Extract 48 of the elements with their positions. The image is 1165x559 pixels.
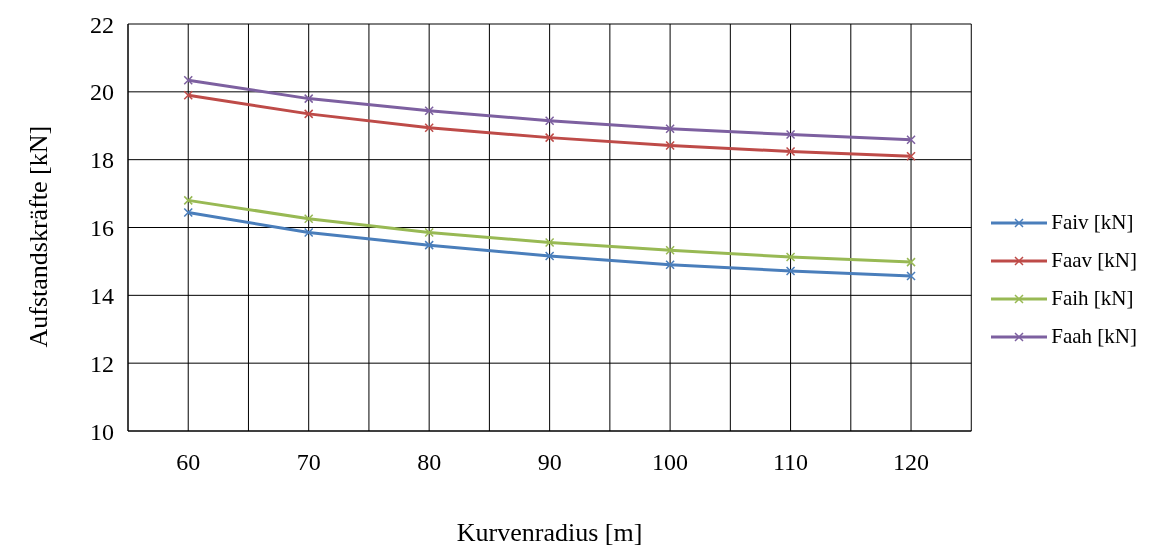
x-tick-label: 100 xyxy=(652,449,689,476)
x-tick-label: 60 xyxy=(176,449,201,476)
point xyxy=(544,115,555,126)
point xyxy=(906,271,916,281)
point xyxy=(424,123,434,133)
point xyxy=(906,151,916,162)
y-tick-label: 12 xyxy=(90,350,114,377)
point xyxy=(183,207,193,218)
y-tick-label: 16 xyxy=(90,215,114,242)
legend-label: Faih [kN] xyxy=(1051,286,1134,311)
point xyxy=(303,213,314,224)
point xyxy=(665,124,675,134)
point xyxy=(665,260,675,270)
y-axis-title: Aufstandskräfte [kN] xyxy=(24,125,54,348)
point xyxy=(544,132,555,143)
x-tick-label: 80 xyxy=(417,449,442,476)
point xyxy=(665,140,675,151)
x-tick-label: 120 xyxy=(893,449,930,476)
legend-label: Faav [kN] xyxy=(1051,248,1137,273)
x-tick-label: 70 xyxy=(296,449,321,476)
point xyxy=(544,251,555,261)
point xyxy=(303,109,314,119)
y-tick-label: 22 xyxy=(90,11,114,38)
x-axis-title: Kurvenradius [m] xyxy=(456,518,643,547)
point xyxy=(183,195,193,206)
legend-label: Faah [kN] xyxy=(1051,324,1137,349)
point xyxy=(183,90,193,100)
y-tick-label: 14 xyxy=(90,282,114,309)
point xyxy=(785,252,796,262)
point xyxy=(906,134,916,145)
point xyxy=(303,227,314,238)
y-tick-label: 10 xyxy=(90,418,114,445)
x-tick-label: 110 xyxy=(773,449,809,476)
point xyxy=(785,266,796,276)
legend-label: Faiv [kN] xyxy=(1051,210,1134,235)
point xyxy=(183,75,193,86)
point xyxy=(665,245,675,255)
y-tick-label: 20 xyxy=(90,79,114,106)
point xyxy=(906,257,916,267)
point xyxy=(544,237,555,248)
point xyxy=(424,106,434,116)
point xyxy=(785,146,796,157)
point xyxy=(785,129,796,140)
y-tick-label: 18 xyxy=(90,147,114,174)
point xyxy=(424,240,434,250)
point xyxy=(424,227,434,238)
x-tick-label: 90 xyxy=(537,449,562,476)
point xyxy=(303,93,314,104)
